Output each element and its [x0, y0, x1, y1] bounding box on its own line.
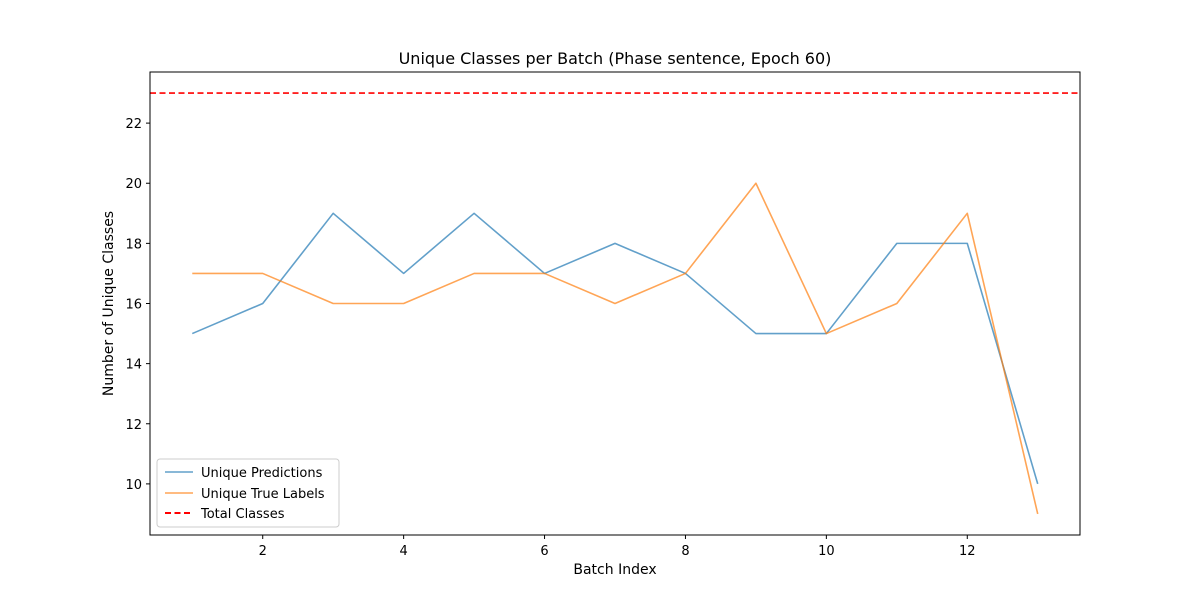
legend-label-unique-true-labels: Unique True Labels: [201, 487, 325, 502]
series-line-unique-predictions: [191, 212, 1039, 485]
y-tick-label: 12: [125, 418, 142, 433]
y-axis-label: Number of Unique Classes: [101, 211, 117, 396]
x-tick-label: 4: [399, 544, 407, 559]
y-axis-ticks: 10 12 14 16 18 20 22: [125, 117, 150, 493]
x-tick-label: 10: [818, 544, 835, 559]
chart-title: Unique Classes per Batch (Phase sentence…: [399, 49, 832, 68]
legend-frame: [156, 458, 340, 528]
legend-label-total-classes: Total Classes: [200, 507, 285, 522]
y-tick-label: 20: [125, 177, 142, 192]
x-tick-label: 8: [681, 544, 689, 559]
x-axis-ticks: 2 4 6 8 10 12: [259, 535, 976, 559]
x-tick-label: 2: [259, 544, 267, 559]
y-tick-label: 18: [125, 237, 142, 252]
y-tick-label: 16: [125, 298, 142, 313]
y-tick-label: 10: [125, 478, 142, 493]
x-axis-label: Batch Index: [573, 562, 656, 578]
series-lines: [191, 182, 1039, 515]
legend-label-unique-predictions: Unique Predictions: [201, 466, 323, 481]
x-tick-label: 6: [540, 544, 548, 559]
y-tick-label: 22: [125, 117, 142, 132]
legend: Unique Predictions Unique True Labels To…: [156, 458, 340, 528]
series-line-unique-true-labels: [192, 182, 1039, 515]
x-tick-label: 12: [959, 544, 976, 559]
y-tick-label: 14: [125, 358, 142, 373]
